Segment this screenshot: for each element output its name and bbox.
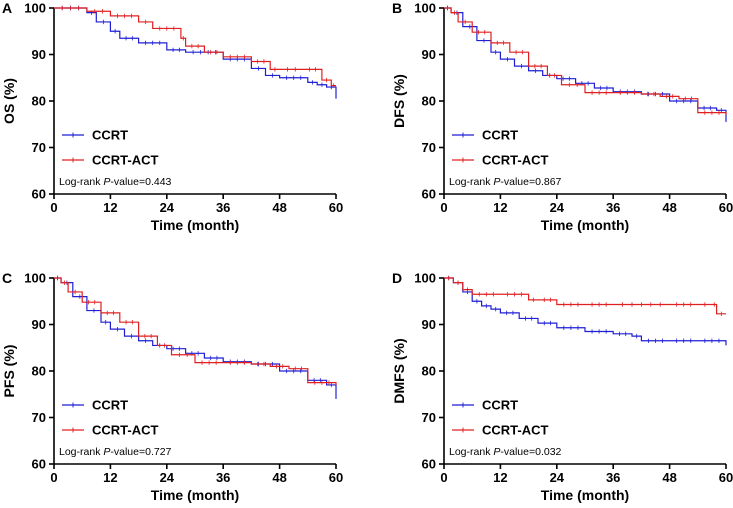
legend-label: CCRT bbox=[92, 128, 128, 143]
y-tick-label: 70 bbox=[32, 140, 46, 155]
x-axis-title: Time (month) bbox=[151, 217, 239, 233]
y-tick-label: 90 bbox=[32, 47, 46, 62]
censor-marks-ccrt-act bbox=[61, 5, 335, 88]
legend-label: CCRT-ACT bbox=[482, 153, 548, 168]
y-tick-label: 60 bbox=[422, 457, 436, 472]
x-tick-label: 12 bbox=[493, 470, 507, 485]
censor-marks-ccrt-act bbox=[57, 275, 330, 385]
y-tick-label: 100 bbox=[24, 271, 46, 286]
panel-c: C 0 12 24 36 48 60 60 70 80 90 100 Time (month) PFS (… bbox=[1, 270, 343, 503]
y-tick-label: 80 bbox=[32, 94, 46, 109]
p-value-p: P bbox=[103, 446, 110, 458]
p-value-text: Log-rank P-value=0.443 bbox=[59, 176, 172, 188]
panel-a: A 0 12 24 36 48 60 60 70 80 90 100 Time (month) OS (%… bbox=[1, 0, 343, 233]
panel-letter: C bbox=[2, 270, 12, 286]
x-tick-label: 48 bbox=[272, 470, 286, 485]
x-tick-label: 12 bbox=[493, 200, 507, 215]
x-tick-label: 48 bbox=[272, 200, 286, 215]
p-value-prefix: Log-rank bbox=[449, 176, 493, 188]
survival-curve-ccrt-act bbox=[54, 277, 337, 385]
x-tick-label: 36 bbox=[606, 470, 620, 485]
y-axis-title: DMFS (%) bbox=[391, 338, 407, 403]
y-tick-label: 90 bbox=[422, 47, 436, 62]
y-tick-label: 70 bbox=[32, 410, 46, 425]
p-value-text: Log-rank P-value=0.032 bbox=[449, 446, 562, 458]
y-axis-title: PFS (%) bbox=[1, 345, 17, 398]
survival-curve-ccrt-act bbox=[444, 277, 726, 315]
y-tick-label: 100 bbox=[414, 1, 436, 16]
y-axis-title: OS (%) bbox=[1, 78, 17, 124]
x-tick-label: 0 bbox=[440, 200, 447, 215]
y-tick-label: 70 bbox=[422, 410, 436, 425]
x-axis-title: Time (month) bbox=[541, 487, 629, 503]
y-tick-label: 60 bbox=[32, 187, 46, 202]
x-tick-label: 48 bbox=[662, 470, 676, 485]
panel-letter: A bbox=[2, 0, 12, 16]
censor-marks-ccrt bbox=[448, 275, 720, 343]
y-tick-label: 90 bbox=[422, 317, 436, 332]
y-tick-label: 60 bbox=[32, 457, 46, 472]
x-tick-label: 36 bbox=[216, 200, 230, 215]
p-value-p: P bbox=[493, 446, 500, 458]
p-value-number: -value=0.727 bbox=[110, 446, 171, 458]
x-tick-label: 36 bbox=[606, 200, 620, 215]
p-value-prefix: Log-rank bbox=[59, 176, 103, 188]
panel-letter: B bbox=[392, 0, 402, 16]
p-value-prefix: Log-rank bbox=[449, 446, 493, 458]
p-value-p: P bbox=[493, 176, 500, 188]
y-axis-title: DFS (%) bbox=[391, 74, 407, 128]
y-tick-label: 80 bbox=[422, 94, 436, 109]
y-tick-label: 60 bbox=[422, 187, 436, 202]
survival-curve-ccrt bbox=[444, 7, 727, 122]
y-tick-label: 80 bbox=[32, 364, 46, 379]
p-value-text: Log-rank P-value=0.867 bbox=[449, 176, 562, 188]
legend-label: CCRT-ACT bbox=[482, 423, 548, 438]
p-value-text: Log-rank P-value=0.727 bbox=[59, 446, 172, 458]
x-tick-label: 24 bbox=[550, 200, 565, 215]
x-axis-title: Time (month) bbox=[541, 217, 629, 233]
p-value-number: -value=0.032 bbox=[500, 446, 561, 458]
x-tick-label: 60 bbox=[329, 470, 343, 485]
panel-d: D 0 12 24 36 48 60 60 70 80 90 100 Time (month) DMFS … bbox=[391, 270, 733, 503]
legend-label: CCRT bbox=[482, 398, 518, 413]
x-tick-label: 60 bbox=[329, 200, 343, 215]
y-tick-label: 80 bbox=[422, 364, 436, 379]
x-tick-label: 0 bbox=[50, 200, 57, 215]
legend-label: CCRT bbox=[92, 398, 128, 413]
x-tick-label: 24 bbox=[160, 200, 175, 215]
panel-b: B 0 12 24 36 48 60 60 70 80 90 100 Time (month) DFS (… bbox=[391, 0, 733, 233]
x-axis-title: Time (month) bbox=[151, 487, 239, 503]
survival-curve-ccrt bbox=[444, 277, 727, 346]
survival-curve-ccrt bbox=[54, 7, 337, 99]
censor-marks-ccrt bbox=[61, 5, 332, 90]
x-tick-label: 0 bbox=[440, 470, 447, 485]
censor-marks-ccrt bbox=[447, 5, 722, 113]
panel-letter: D bbox=[392, 270, 402, 286]
legend-label: CCRT bbox=[482, 128, 518, 143]
x-tick-label: 36 bbox=[216, 470, 230, 485]
x-tick-label: 24 bbox=[550, 470, 565, 485]
x-tick-label: 48 bbox=[662, 200, 676, 215]
survival-curve-ccrt-act bbox=[444, 7, 727, 115]
survival-curve-ccrt bbox=[54, 277, 337, 399]
p-value-p: P bbox=[103, 176, 110, 188]
x-tick-label: 24 bbox=[160, 470, 175, 485]
y-tick-label: 100 bbox=[414, 271, 436, 286]
y-tick-label: 70 bbox=[422, 140, 436, 155]
y-tick-label: 100 bbox=[24, 1, 46, 16]
p-value-number: -value=0.443 bbox=[110, 176, 171, 188]
x-tick-label: 60 bbox=[719, 200, 733, 215]
censor-marks-ccrt-act bbox=[447, 5, 720, 115]
censor-marks-ccrt-act bbox=[448, 275, 722, 317]
y-tick-label: 90 bbox=[32, 317, 46, 332]
legend-label: CCRT-ACT bbox=[92, 153, 158, 168]
x-tick-label: 0 bbox=[50, 470, 57, 485]
x-tick-label: 12 bbox=[103, 200, 117, 215]
p-value-prefix: Log-rank bbox=[59, 446, 103, 458]
legend-label: CCRT-ACT bbox=[92, 423, 158, 438]
x-tick-label: 12 bbox=[103, 470, 117, 485]
x-tick-label: 60 bbox=[719, 470, 733, 485]
p-value-number: -value=0.867 bbox=[500, 176, 561, 188]
